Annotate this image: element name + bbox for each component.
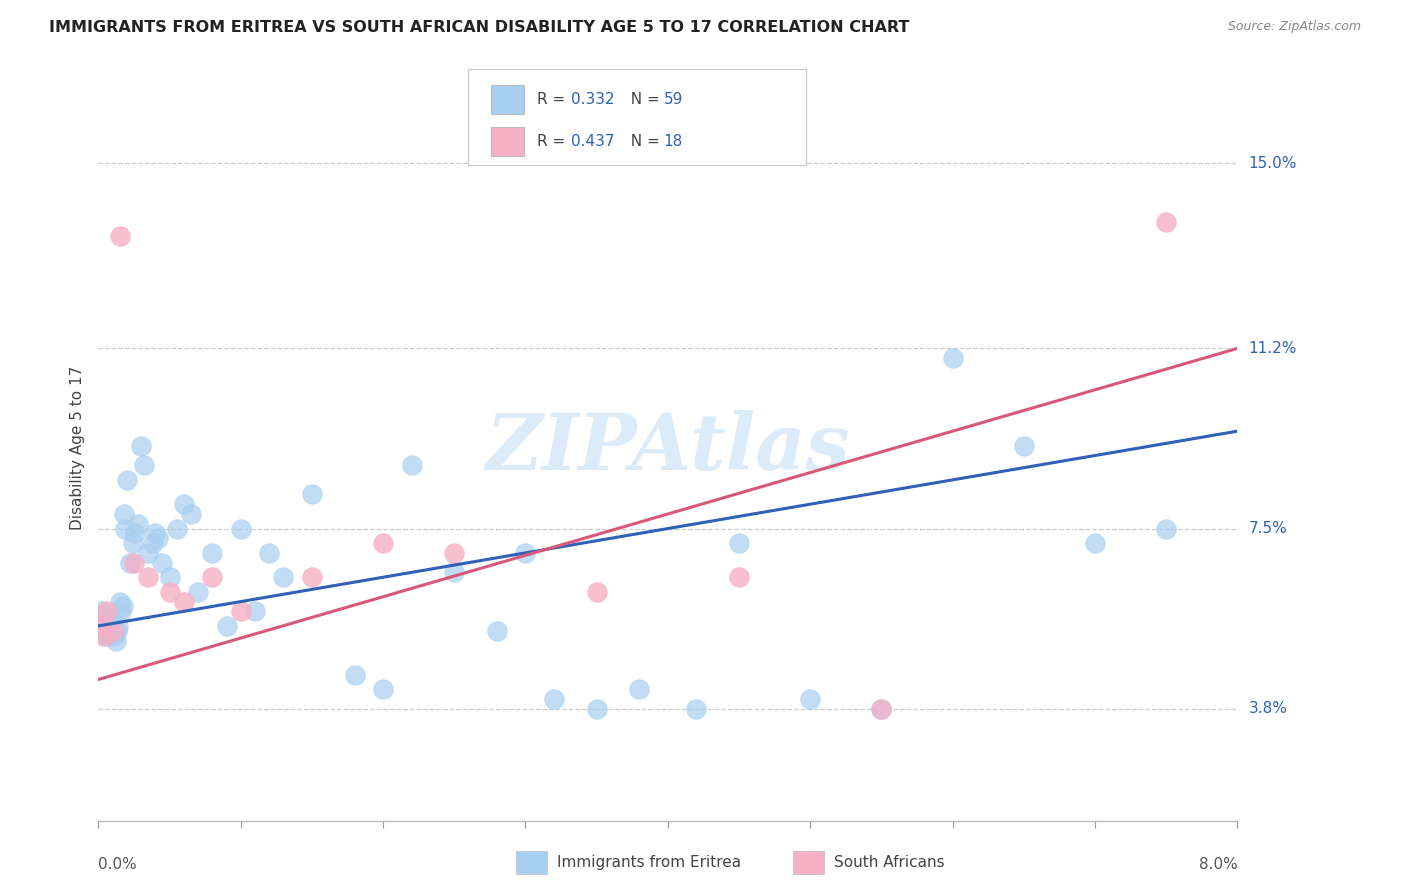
- Text: Source: ZipAtlas.com: Source: ZipAtlas.com: [1227, 20, 1361, 33]
- Text: R =: R =: [537, 92, 571, 107]
- Point: [201, 570, 224, 584]
- Point: [136, 546, 159, 560]
- Point: [173, 497, 195, 511]
- Point: [93, 624, 115, 638]
- Point: [96, 604, 118, 618]
- Point: [93, 629, 115, 643]
- Point: [98, 619, 121, 633]
- Point: [103, 629, 125, 643]
- Point: [166, 522, 188, 536]
- Point: [1154, 522, 1177, 536]
- Point: [543, 692, 565, 706]
- Point: [108, 229, 131, 244]
- Text: ZIPAtlas: ZIPAtlas: [485, 410, 851, 486]
- Point: [585, 584, 607, 599]
- Point: [94, 619, 117, 633]
- Text: 18: 18: [664, 134, 683, 149]
- Point: [112, 507, 135, 521]
- Point: [371, 682, 394, 697]
- Point: [187, 584, 209, 599]
- Text: Immigrants from Eritrea: Immigrants from Eritrea: [557, 855, 741, 870]
- Point: [152, 556, 174, 570]
- Point: [229, 522, 252, 536]
- Point: [90, 604, 112, 618]
- Text: N =: N =: [621, 92, 665, 107]
- Point: [259, 546, 281, 560]
- Point: [215, 619, 238, 633]
- Point: [159, 584, 181, 599]
- Text: 11.2%: 11.2%: [1249, 341, 1296, 356]
- Point: [159, 570, 181, 584]
- Point: [229, 604, 252, 618]
- Point: [942, 351, 965, 366]
- Point: [1084, 536, 1107, 550]
- Point: [122, 556, 145, 570]
- Point: [799, 692, 821, 706]
- Point: [97, 609, 120, 624]
- Point: [401, 458, 423, 473]
- Point: [91, 614, 114, 628]
- Point: [136, 570, 159, 584]
- Point: [132, 458, 155, 473]
- Text: N =: N =: [621, 134, 665, 149]
- Point: [108, 594, 131, 608]
- Point: [129, 439, 152, 453]
- Point: [443, 546, 465, 560]
- Point: [585, 701, 607, 715]
- Point: [96, 629, 118, 643]
- Point: [1154, 215, 1177, 229]
- Point: [728, 570, 751, 584]
- Point: [90, 619, 112, 633]
- Point: [1012, 439, 1035, 453]
- Point: [173, 594, 195, 608]
- Point: [201, 546, 224, 560]
- Point: [273, 570, 295, 584]
- Point: [628, 682, 651, 697]
- Point: [101, 624, 124, 638]
- Point: [121, 536, 143, 550]
- Text: 3.8%: 3.8%: [1249, 701, 1288, 716]
- Point: [148, 531, 170, 545]
- Text: 7.5%: 7.5%: [1249, 521, 1286, 536]
- Point: [105, 624, 128, 638]
- Y-axis label: Disability Age 5 to 17: Disability Age 5 to 17: [69, 366, 84, 531]
- Text: 8.0%: 8.0%: [1198, 856, 1237, 871]
- Point: [301, 570, 323, 584]
- Point: [101, 614, 124, 628]
- Point: [127, 516, 149, 531]
- Text: 15.0%: 15.0%: [1249, 156, 1296, 171]
- Text: R =: R =: [537, 134, 571, 149]
- Point: [114, 522, 136, 536]
- Point: [110, 604, 132, 618]
- Text: South Africans: South Africans: [834, 855, 945, 870]
- Point: [243, 604, 266, 618]
- Point: [124, 526, 146, 541]
- Point: [870, 701, 893, 715]
- Point: [100, 624, 122, 638]
- Text: 0.0%: 0.0%: [98, 856, 138, 871]
- Text: 0.332: 0.332: [571, 92, 614, 107]
- Text: IMMIGRANTS FROM ERITREA VS SOUTH AFRICAN DISABILITY AGE 5 TO 17 CORRELATION CHAR: IMMIGRANTS FROM ERITREA VS SOUTH AFRICAN…: [49, 20, 910, 35]
- Point: [515, 546, 537, 560]
- Text: 0.437: 0.437: [571, 134, 614, 149]
- Point: [145, 526, 167, 541]
- Point: [371, 536, 394, 550]
- Point: [118, 556, 141, 570]
- Point: [180, 507, 202, 521]
- Point: [104, 633, 127, 648]
- Point: [301, 487, 323, 501]
- Point: [443, 566, 465, 580]
- Point: [115, 473, 138, 487]
- Point: [685, 701, 707, 715]
- Text: 59: 59: [664, 92, 683, 107]
- Point: [870, 701, 893, 715]
- Point: [111, 599, 134, 614]
- Point: [141, 536, 163, 550]
- Point: [728, 536, 751, 550]
- Point: [107, 619, 129, 633]
- Point: [343, 667, 366, 681]
- Point: [486, 624, 509, 638]
